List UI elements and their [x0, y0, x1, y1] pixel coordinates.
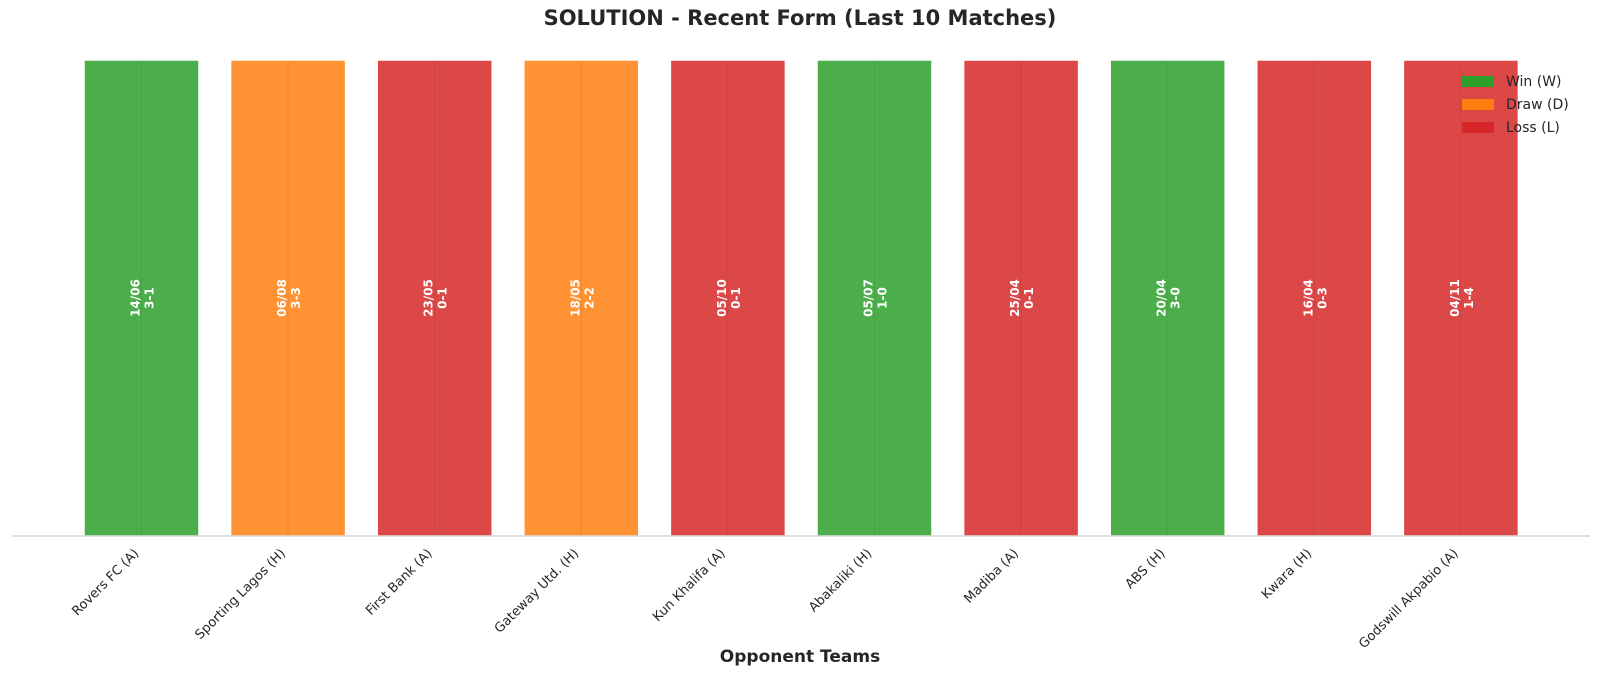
bar-date-label: 14/06: [129, 279, 143, 317]
bar-2: [229, 59, 347, 537]
bar-score-label: 2-2: [582, 287, 596, 309]
bar-7: [962, 59, 1080, 537]
bar-8: [1109, 59, 1226, 537]
legend-swatch: [1462, 99, 1494, 110]
legend-item: Loss (L): [1462, 116, 1569, 139]
bar-10: [1402, 59, 1520, 537]
bar-data-label: 04/111-4: [1448, 279, 1476, 317]
x-tick-label: Kun Khalifa (A): [650, 546, 729, 625]
x-tick-label: ABS (H): [1123, 546, 1169, 592]
bar-date-label: 04/11: [1448, 279, 1462, 317]
bar-data-label: 25/040-1: [1008, 279, 1036, 317]
legend-item: Draw (D): [1462, 93, 1569, 116]
bar-4: [523, 59, 640, 537]
bar-data-label: 05/100-1: [715, 279, 743, 317]
bar-data-label: 20/043-0: [1155, 279, 1183, 317]
x-tick-label: Godswill Akpabio (A): [1356, 546, 1462, 652]
x-tick-label: Rovers FC (A): [69, 546, 142, 619]
bar-date-label: 06/08: [275, 279, 289, 317]
bar-date-label: 05/07: [862, 279, 876, 317]
bar-date-label: 18/05: [568, 279, 582, 317]
x-tick-label: Gateway Utd. (H): [492, 546, 582, 636]
x-tick-label: Madiba (A): [962, 546, 1022, 606]
bar-data-label: 05/071-0: [862, 279, 890, 317]
legend-label: Draw (D): [1506, 96, 1569, 113]
bar-data-label: 23/050-1: [422, 279, 450, 317]
bar-score-label: 0-3: [1315, 287, 1329, 309]
x-tick-label: Abakaliki (H): [806, 546, 875, 615]
bar-score-label: 1-4: [1462, 287, 1476, 309]
bar-score-label: 1-0: [876, 287, 890, 309]
bar-score-label: 3-1: [143, 287, 157, 309]
x-tick-label: Sporting Lagos (H): [192, 546, 288, 642]
bar-date-label: 05/10: [715, 279, 729, 317]
x-tick-label: Kwara (H): [1259, 546, 1315, 602]
bar-score-label: 3-3: [289, 287, 303, 309]
bar-score-label: 3-0: [1169, 287, 1183, 309]
legend-swatch: [1462, 76, 1494, 87]
bar-score-label: 0-1: [436, 287, 450, 309]
bar-date-label: 25/04: [1008, 279, 1022, 317]
legend: Win (W) Draw (D) Loss (L): [1462, 70, 1569, 139]
bar-5: [669, 59, 787, 537]
chart-title: SOLUTION - Recent Form (Last 10 Matches): [543, 6, 1057, 30]
bar-score-label: 0-1: [729, 287, 743, 309]
bar-date-label: 23/05: [422, 279, 436, 317]
bar-score-label: 0-1: [1022, 287, 1036, 309]
bar-date-label: 16/04: [1301, 279, 1315, 317]
bar-1: [83, 59, 200, 537]
legend-item: Win (W): [1462, 70, 1569, 93]
bar-data-label: 16/040-3: [1301, 279, 1329, 317]
bar-data-label: 06/083-3: [275, 279, 303, 317]
legend-swatch: [1462, 122, 1494, 133]
legend-label: Loss (L): [1506, 119, 1560, 136]
bar-data-label: 14/063-1: [129, 279, 157, 317]
x-tick-label: First Bank (A): [363, 546, 435, 618]
legend-label: Win (W): [1506, 73, 1562, 90]
bar-data-label: 18/052-2: [568, 279, 596, 317]
bar-9: [1256, 59, 1373, 537]
bar-date-label: 20/04: [1155, 279, 1169, 317]
x-axis-label: Opponent Teams: [719, 647, 881, 667]
